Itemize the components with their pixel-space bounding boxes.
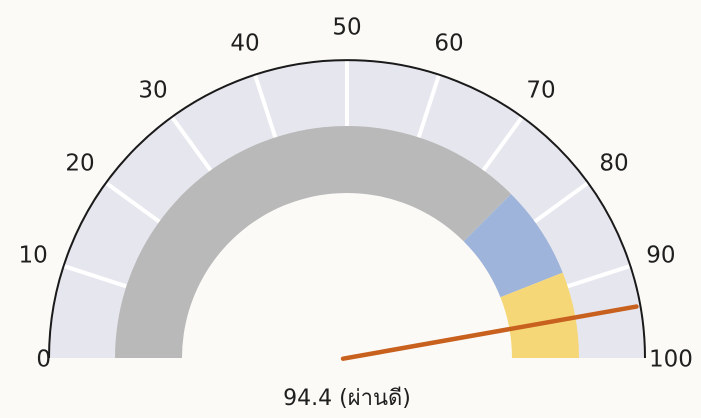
tick-label-0: 0 <box>36 347 51 373</box>
tick-separator <box>61 263 131 290</box>
tick-label-90: 90 <box>646 243 675 269</box>
tick-label-40: 40 <box>230 31 259 57</box>
tick-label-20: 20 <box>65 151 94 177</box>
tick-label-70: 70 <box>526 78 555 104</box>
tick-separator <box>530 180 591 226</box>
tick-separator <box>252 72 279 142</box>
tick-separator <box>563 263 633 290</box>
tick-labels: 0 10 20 30 40 50 60 70 80 90 100 <box>19 15 693 373</box>
tick-label-30: 30 <box>138 78 167 104</box>
range-segment-3 <box>500 272 579 358</box>
tick-label-10: 10 <box>19 243 48 269</box>
tick-label-60: 60 <box>434 31 463 57</box>
value-label: 94.4 (ผ่านดี) <box>283 386 411 411</box>
tick-separator <box>415 72 442 142</box>
tick-separator <box>479 114 525 175</box>
needle-group <box>340 304 639 361</box>
outer-outline-arc <box>48 59 646 359</box>
tick-label-80: 80 <box>599 151 628 177</box>
outer-scale-band <box>49 58 645 358</box>
tick-separator <box>169 114 215 175</box>
gauge-outline <box>48 59 646 359</box>
tick-label-50: 50 <box>332 15 361 41</box>
range-segment-2 <box>463 193 563 298</box>
range-segment-1 <box>115 125 512 358</box>
tick-label-100: 100 <box>649 347 693 373</box>
outer-band-arc <box>49 60 645 358</box>
range-band <box>115 125 579 358</box>
needle <box>340 304 639 361</box>
tick-separator <box>103 180 164 226</box>
